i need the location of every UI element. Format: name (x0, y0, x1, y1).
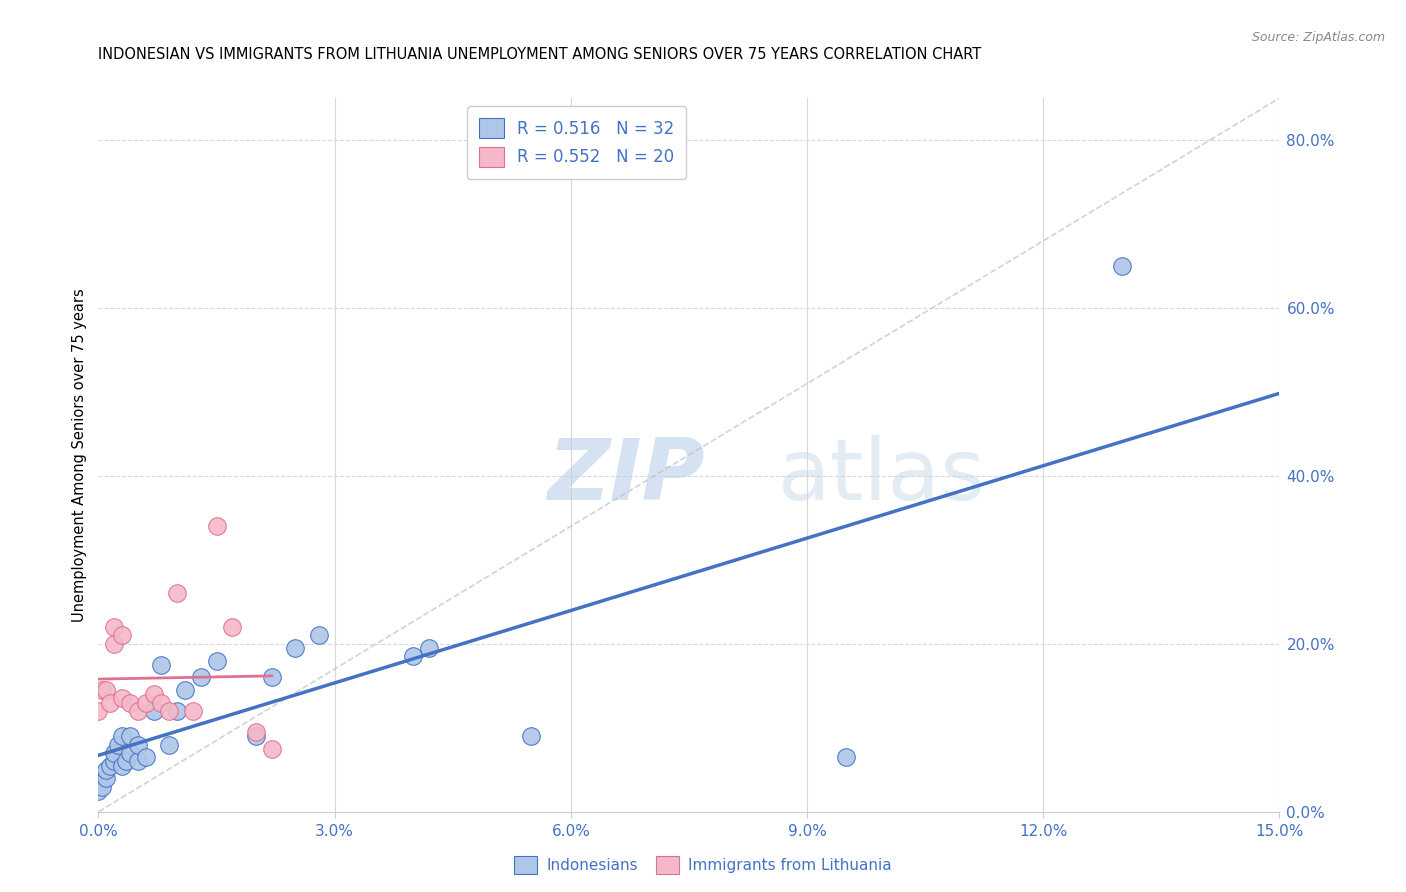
Legend: R = 0.516   N = 32, R = 0.552   N = 20: R = 0.516 N = 32, R = 0.552 N = 20 (467, 106, 686, 178)
Point (96, 683, 118, 698)
Point (118, 746, 141, 760)
Point (166, 586, 188, 600)
Point (284, 640, 307, 655)
Point (221, 620, 243, 634)
Point (115, 755, 138, 769)
Point (142, 687, 165, 701)
Y-axis label: Unemployment Among Seniors over 75 years: Unemployment Among Seniors over 75 years (72, 288, 87, 622)
Text: ZIP: ZIP (547, 434, 704, 518)
Text: INDONESIAN VS IMMIGRANTS FROM LITHUANIA UNEMPLOYMENT AMONG SENIORS OVER 75 YEARS: INDONESIAN VS IMMIGRANTS FROM LITHUANIA … (98, 47, 981, 62)
Point (260, 741, 283, 756)
Point (157, 738, 180, 752)
Point (190, 670, 212, 684)
Point (103, 637, 125, 651)
Text: Source: ZipAtlas.com: Source: ZipAtlas.com (1251, 31, 1385, 45)
Point (118, 729, 141, 743)
Point (135, 696, 157, 710)
Point (150, 696, 173, 710)
Point (127, 738, 149, 752)
Point (205, 654, 228, 668)
Point (245, 729, 267, 743)
Point (520, 729, 543, 743)
Point (150, 657, 173, 672)
Point (260, 670, 283, 684)
Point (835, 750, 858, 764)
Point (174, 683, 197, 698)
Point (98, 696, 121, 710)
Point (98, 758, 121, 772)
Point (96, 771, 118, 785)
Point (96, 763, 118, 777)
Point (91, 683, 114, 698)
Point (308, 628, 330, 642)
Point (103, 755, 125, 769)
Point (142, 704, 165, 718)
Legend: Indonesians, Immigrants from Lithuania: Indonesians, Immigrants from Lithuania (508, 850, 898, 880)
Point (87, 783, 110, 797)
Point (245, 725, 267, 739)
Point (118, 696, 141, 710)
Point (135, 750, 157, 764)
Point (111, 628, 134, 642)
Point (181, 704, 204, 718)
Point (402, 649, 425, 664)
Point (103, 620, 125, 634)
Text: atlas: atlas (778, 434, 986, 518)
Point (103, 746, 125, 760)
Point (205, 519, 228, 533)
Point (166, 704, 188, 718)
Point (1111, 259, 1133, 273)
Point (127, 755, 149, 769)
Point (107, 738, 129, 752)
Point (111, 758, 134, 772)
Point (111, 691, 134, 706)
Point (87, 704, 110, 718)
Point (127, 704, 149, 718)
Point (157, 704, 180, 718)
Point (111, 729, 134, 743)
Point (418, 640, 440, 655)
Point (91, 780, 114, 794)
